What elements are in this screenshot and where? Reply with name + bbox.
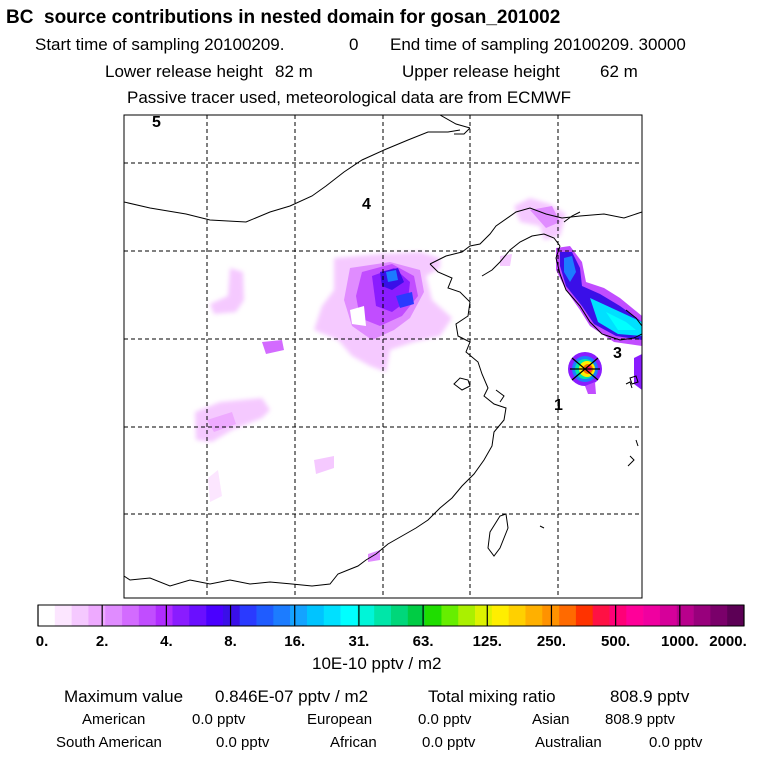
colorbar-unit: 10E-10 pptv / m2 (312, 654, 442, 673)
colorbar-tick-label: 2. (95, 633, 109, 650)
colorbar-cell (643, 605, 661, 626)
colorbar-cell (407, 605, 425, 626)
colorbar-cell (239, 605, 257, 626)
colorbar-cell (458, 605, 476, 626)
max-value-label: Maximum value (64, 687, 184, 706)
total-mixing-label: Total mixing ratio (428, 687, 556, 706)
european-label: European (307, 711, 373, 728)
colorbar-cell (138, 605, 156, 626)
colorbar-cell (88, 605, 106, 626)
colorbar-cell (710, 605, 728, 626)
colorbar-frame (37, 604, 745, 627)
colorbar-cell (189, 605, 207, 626)
south-american-label: South American (56, 734, 162, 751)
colorbar-cell (727, 605, 745, 626)
colorbar-cell (659, 605, 678, 626)
region-label-4: 4 (362, 196, 371, 213)
colorbar-cell (441, 605, 459, 626)
upper-release-value: 62 m (600, 62, 638, 81)
colorbar-cell (172, 605, 190, 626)
end-time-label: End time of sampling 20100209. 30000 (390, 35, 686, 54)
colorbar-cell (592, 605, 610, 626)
colorbar-cell (222, 605, 241, 626)
australian-value: 0.0 pptv (649, 734, 703, 751)
colorbar-cell (71, 605, 89, 626)
asian-value: 808.9 pptv (605, 711, 676, 728)
colorbar (37, 604, 745, 627)
lower-release-label: Lower release height (105, 62, 263, 81)
colorbar-cell (290, 605, 308, 626)
colorbar-cell (424, 605, 442, 626)
lower-release-value: 82 m (275, 62, 313, 81)
colorbar-tick-label: 125. (472, 633, 502, 650)
colorbar-cell (559, 605, 577, 626)
coastlines (124, 115, 642, 587)
start-time-value: 0 (349, 35, 359, 54)
south-american-value: 0.0 pptv (216, 734, 270, 751)
map-frame (123, 114, 643, 599)
region-label-3: 3 (613, 345, 622, 362)
colorbar-cell (122, 605, 140, 626)
colorbar-tick-label: 16. (284, 633, 306, 650)
contribution-plumes (195, 198, 642, 562)
colorbar-cell (357, 605, 375, 626)
colorbar-tick-label: 8. (224, 633, 237, 650)
total-mixing-value: 808.9 pptv (610, 687, 690, 706)
american-value: 0.0 pptv (192, 711, 246, 728)
colorbar-cell (626, 605, 644, 626)
colorbar-cell (38, 605, 56, 626)
european-value: 0.0 pptv (418, 711, 472, 728)
colorbar-tick-label: 63. (412, 633, 434, 650)
colorbar-cell (105, 605, 123, 626)
colorbar-cell (340, 605, 358, 626)
colorbar-tick-label: 4. (160, 633, 173, 650)
max-value: 0.846E-07 pptv / m2 (215, 687, 369, 706)
colorbar-cell (609, 605, 627, 626)
start-time-label: Start time of sampling 20100209. (35, 35, 285, 54)
asian-label: Asian (532, 711, 570, 728)
colorbar-tick-label: 31. (348, 633, 370, 650)
colorbar-cell (693, 605, 711, 626)
lat-lon-grid (124, 115, 642, 598)
colorbar-cell (491, 605, 509, 626)
colorbar-tick-label: 250. (536, 633, 567, 650)
colorbar-cell (273, 605, 291, 626)
colorbar-tick-label: 0. (35, 633, 49, 650)
receptor-marker (570, 357, 600, 381)
colorbar-cell (475, 605, 493, 626)
colorbar-tick-label: 500. (601, 633, 631, 650)
tracer-note: Passive tracer used, meteorological data… (127, 88, 572, 107)
upper-release-label: Upper release height (402, 62, 560, 81)
colorbar-cell (575, 605, 594, 626)
colorbar-cell (256, 605, 274, 626)
colorbar-cell (676, 605, 694, 626)
colorbar-tick-label: 1000. (661, 633, 699, 650)
african-label: African (330, 734, 377, 751)
australian-label: Australian (535, 734, 602, 751)
colorbar-cell (374, 605, 392, 626)
colorbar-cell (323, 605, 341, 626)
colorbar-cell (306, 605, 325, 626)
colorbar-cell (542, 605, 560, 626)
colorbar-cell (525, 605, 543, 626)
african-value: 0.0 pptv (422, 734, 476, 751)
colorbar-cell (54, 605, 72, 626)
region-label-1: 1 (554, 397, 563, 414)
colorbar-cell (155, 605, 173, 626)
plot-title: BC source contributions in nested domain… (6, 7, 561, 28)
colorbar-cell (508, 605, 526, 626)
colorbar-cell (206, 605, 224, 626)
colorbar-tick-label: 2000. (709, 633, 747, 650)
colorbar-cell (391, 605, 409, 626)
american-label: American (82, 711, 146, 728)
region-label-5: 5 (152, 114, 161, 131)
